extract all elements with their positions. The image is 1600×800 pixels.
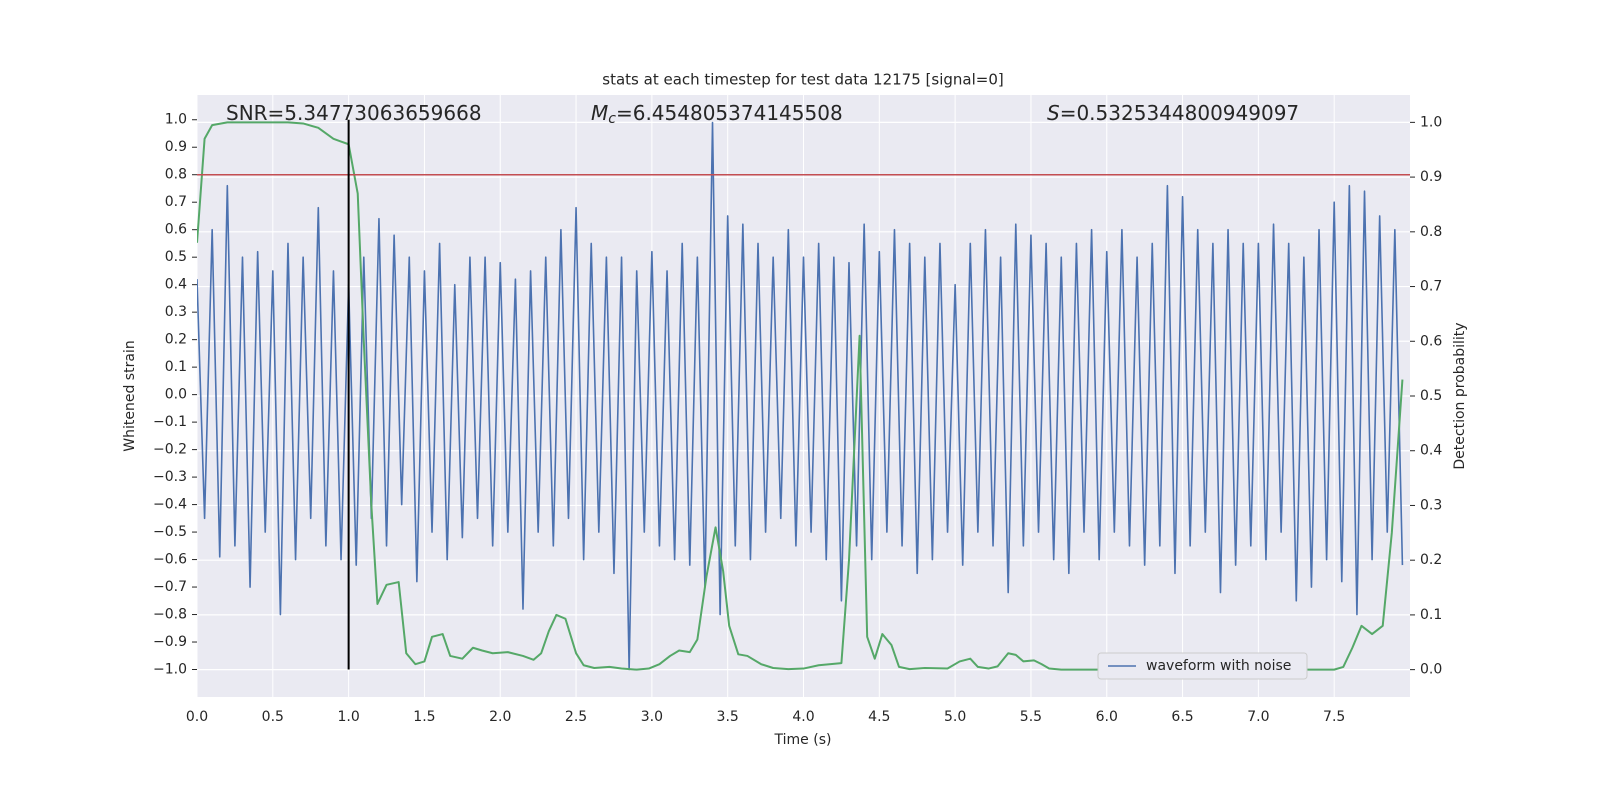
y2-tick-label: 0.3	[1420, 497, 1442, 513]
y-tick-label: −0.3	[153, 469, 187, 485]
legend-label: waveform with noise	[1146, 658, 1291, 674]
y-tick-label: 0.7	[165, 194, 187, 210]
x-tick-label: 6.0	[1096, 709, 1118, 725]
x-axis-label: Time (s)	[774, 732, 832, 748]
y-tick-label: −0.5	[153, 524, 187, 540]
chart-title: stats at each timestep for test data 121…	[602, 71, 1003, 89]
y-tick-label: 0.9	[165, 139, 187, 155]
x-tick-label: 2.0	[489, 709, 511, 725]
y-tick-label: −0.6	[153, 552, 187, 568]
x-tick-label: 6.5	[1171, 709, 1193, 725]
y-tick-label: 0.5	[165, 249, 187, 265]
y-tick-label: 0.6	[165, 222, 187, 238]
y2-tick-label: 0.7	[1420, 279, 1442, 295]
y2-tick-label: 0.8	[1420, 224, 1442, 240]
y-tick-label: 0.1	[165, 359, 187, 375]
y2-tick-label: 0.5	[1420, 388, 1442, 404]
x-tick-label: 7.0	[1247, 709, 1269, 725]
x-tick-label: 4.5	[868, 709, 890, 725]
annotation-text: SNR=5.34773063659668	[226, 101, 482, 125]
y-axis-label: Whitened strain	[122, 340, 138, 451]
y-tick-label: 0.0	[165, 387, 187, 403]
overlay: 0.0 0.5 1.0 1.5 2.0 2.5 3.0 3.5 4.0 4.5 5.0 5.5 6.0 6…	[153, 101, 1442, 726]
x-tick-label: 3.5	[717, 709, 739, 725]
y2-axis-label: Detection probability	[1452, 322, 1468, 469]
x-tick-label: 5.5	[1020, 709, 1042, 725]
annotation-text: =6.454805374145508	[616, 101, 843, 125]
x-tick-label: 0.5	[262, 709, 284, 725]
annotation: SNR=5.34773063659668	[226, 101, 482, 125]
y-tick-label: −0.4	[153, 497, 187, 513]
y-tick-label: −1.0	[153, 662, 187, 678]
y-tick-label: 0.2	[165, 332, 187, 348]
y-tick-label: 1.0	[165, 112, 187, 128]
x-tick-label: 3.0	[641, 709, 663, 725]
waveform-line	[197, 121, 1404, 671]
annotation: S=0.5325344800949097	[1047, 101, 1299, 125]
y2-tick-label: 1.0	[1420, 114, 1442, 130]
marks	[197, 121, 1404, 671]
y2-tick-label: 0.9	[1420, 169, 1442, 185]
x-tick-label: 5.0	[944, 709, 966, 725]
x-tick-label: 1.0	[337, 709, 359, 725]
annotation-text: =0.5325344800949097	[1060, 101, 1299, 125]
probability-line	[197, 121, 1404, 671]
y-tick-label: −0.2	[153, 442, 187, 458]
y2-tick-label: 0.1	[1420, 607, 1442, 623]
y2-tick-label: 0.4	[1420, 443, 1442, 459]
y2-tick-label: 0.6	[1420, 333, 1442, 349]
x-tick-label: 1.5	[413, 709, 435, 725]
legend-box	[1097, 652, 1308, 680]
y-tick-label: 0.3	[165, 304, 187, 320]
annotation-symbol: M	[591, 101, 608, 125]
y2-tick-label: 0.2	[1420, 552, 1442, 568]
annotation-subscript: c	[608, 111, 616, 127]
annotation: Mc=6.454805374145508	[591, 101, 843, 128]
y-tick-label: −0.1	[153, 414, 187, 430]
x-tick-label: 0.0	[186, 709, 208, 725]
x-tick-label: 7.5	[1323, 709, 1345, 725]
x-tick-label: 2.5	[565, 709, 587, 725]
x-tick-label: 4.0	[792, 709, 814, 725]
y-tick-label: −0.7	[153, 579, 187, 595]
y2-tick-label: 0.0	[1420, 662, 1442, 678]
y-tick-label: −0.9	[153, 634, 187, 650]
y-tick-label: 0.4	[165, 277, 187, 293]
y-tick-label: −0.8	[153, 607, 187, 623]
annotation-symbol: S	[1047, 101, 1060, 125]
y-tick-label: 0.8	[165, 167, 187, 183]
